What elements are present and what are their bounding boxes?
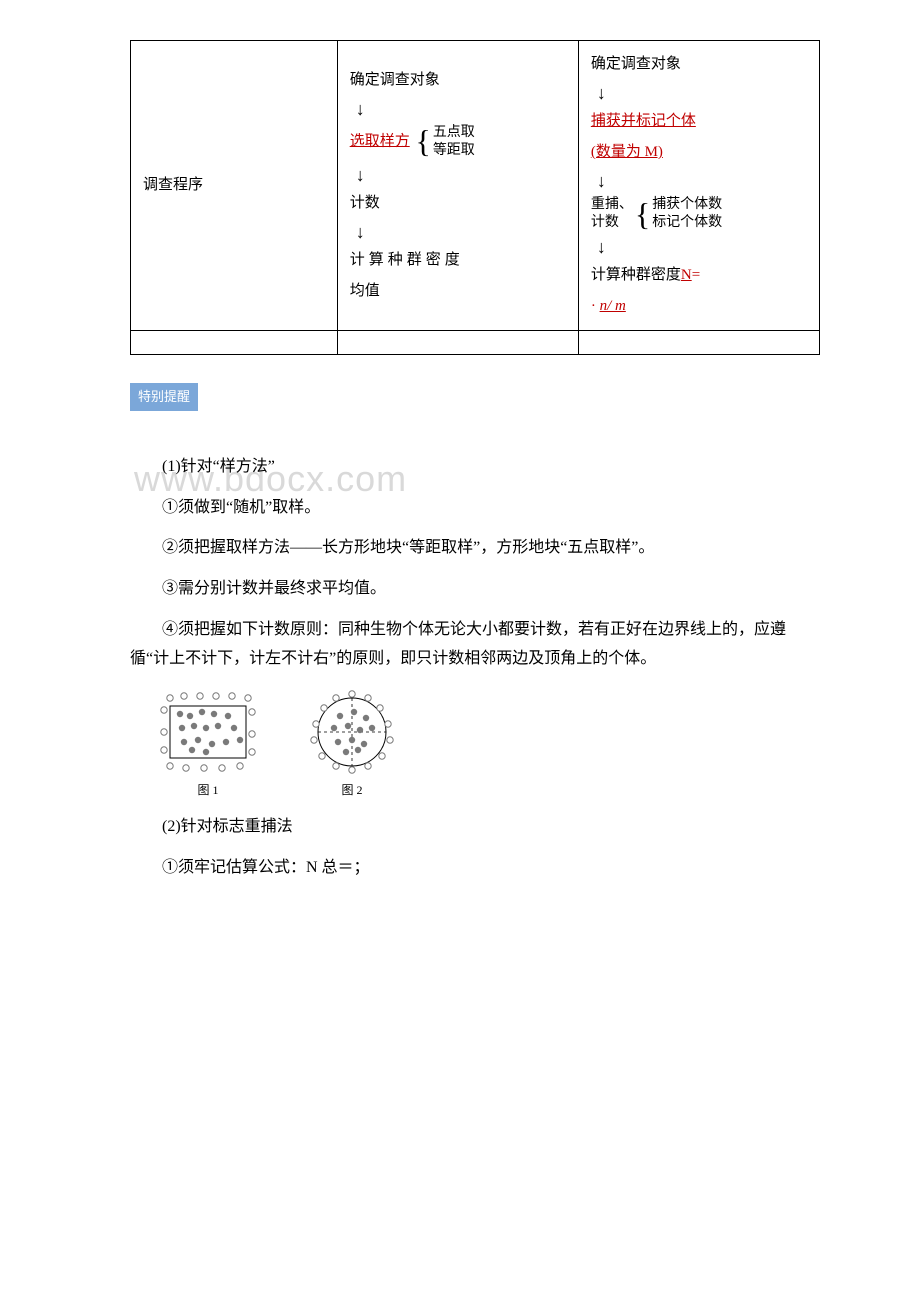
paragraph: ①须牢记估算公式：N 总＝； <box>130 854 820 883</box>
brace-group: 重捕、 计数 { 捕获个体数 标记个体数 <box>591 196 722 232</box>
calc-density-label: 计算种群密度 <box>591 267 681 283</box>
flow-step: 选取样方 { 五点取 等距取 <box>350 124 475 160</box>
capture-count-label: (数量为 M) <box>591 144 663 160</box>
left-brace-icon: { <box>415 127 430 156</box>
row-label: 调查程序 <box>143 177 203 193</box>
brace-item: 捕获个体数 <box>652 196 722 214</box>
n-total-label: N <box>681 267 692 283</box>
flow-step: 确定调查对象 <box>591 51 681 78</box>
paragraph: ④须把握如下计数原则：同种生物个体无论大小都要计数，若有正好在边界线上的，应遵循… <box>130 616 820 674</box>
flow-step: (数量为 M) <box>591 139 663 166</box>
arrow-down-icon: ↓ <box>597 172 606 190</box>
row-label-cell: 调查程序 <box>131 41 338 331</box>
flow-step: 计算种群密度 <box>350 247 464 274</box>
quadrat-flow: 确定调查对象 ↓ 选取样方 { 五点取 等距取 ↓ 计数 ↓ 计算种群密度 <box>350 67 566 305</box>
formula-nm: n/ m <box>600 298 626 314</box>
paragraph: ①须做到“随机”取样。 <box>130 494 820 523</box>
diagram-unit: 图 2 <box>300 688 404 802</box>
arrow-down-icon: ↓ <box>356 100 365 118</box>
procedure-table: 调查程序 确定调查对象 ↓ 选取样方 { 五点取 等距取 ↓ 计数 <box>130 40 820 355</box>
flow-step: 捕获并标记个体 <box>591 108 696 135</box>
paragraph: ②须把握取样方法——长方形地块“等距取样”，方形地块“五点取样”。 <box>130 534 820 563</box>
flow-step: 重捕、 计数 { 捕获个体数 标记个体数 <box>591 196 722 232</box>
mark-recapture-flow: 确定调查对象 ↓ 捕获并标记个体 (数量为 M) ↓ 重捕、 计数 { <box>591 51 807 320</box>
table-row <box>131 331 820 355</box>
equals-label: = <box>692 267 700 283</box>
arrow-down-icon: ↓ <box>356 223 365 241</box>
empty-cell <box>337 331 578 355</box>
flow-step: · n/ m <box>591 293 626 320</box>
brace-item: 标记个体数 <box>652 214 722 232</box>
quadrat-flow-cell: 确定调查对象 ↓ 选取样方 { 五点取 等距取 ↓ 计数 ↓ 计算种群密度 <box>337 41 578 331</box>
mark-recapture-flow-cell: 确定调查对象 ↓ 捕获并标记个体 (数量为 M) ↓ 重捕、 计数 { <box>578 41 819 331</box>
paragraph: (2)针对标志重捕法 <box>130 813 820 842</box>
brace-item: 五点取 <box>433 124 475 142</box>
arrow-down-icon: ↓ <box>597 238 606 256</box>
flow-step: 计算种群密度N= <box>591 262 700 289</box>
formula-dot: · <box>591 298 600 314</box>
arrow-down-icon: ↓ <box>356 166 365 184</box>
diagram-unit: 图 1 <box>156 688 260 802</box>
flow-step: 均值 <box>350 278 380 305</box>
diagram-caption: 图 1 <box>197 780 218 802</box>
brace-group: { 五点取 等距取 <box>413 124 474 160</box>
tag-label: 特别提醒 <box>130 383 198 410</box>
empty-cell <box>131 331 338 355</box>
special-tip-tag: 特别提醒 <box>130 375 820 440</box>
watermark-region: www.bdocx.com (1)针对“样方法” <box>130 453 820 482</box>
flow-step: 计数 <box>350 190 380 217</box>
brace-prefix: 计数 <box>591 214 633 232</box>
diagram-caption: 图 2 <box>341 780 362 802</box>
empty-cell <box>578 331 819 355</box>
paragraph: ③需分别计数并最终求平均值。 <box>130 575 820 604</box>
select-quadrat-label: 选取样方 <box>350 133 410 149</box>
arrow-down-icon: ↓ <box>597 84 606 102</box>
quadrat-rect-diagram <box>156 688 260 776</box>
quadrat-circle-diagram <box>300 688 404 776</box>
capture-mark-label: 捕获并标记个体 <box>591 113 696 129</box>
brace-prefix: 重捕、 <box>591 196 633 214</box>
flow-step: 确定调查对象 <box>350 67 440 94</box>
diagram-row: 图 1 图 2 <box>156 688 820 802</box>
brace-item: 等距取 <box>433 142 475 160</box>
table-row: 调查程序 确定调查对象 ↓ 选取样方 { 五点取 等距取 ↓ 计数 <box>131 41 820 331</box>
paragraph: (1)针对“样方法” <box>130 453 820 482</box>
left-brace-icon: { <box>635 200 650 229</box>
